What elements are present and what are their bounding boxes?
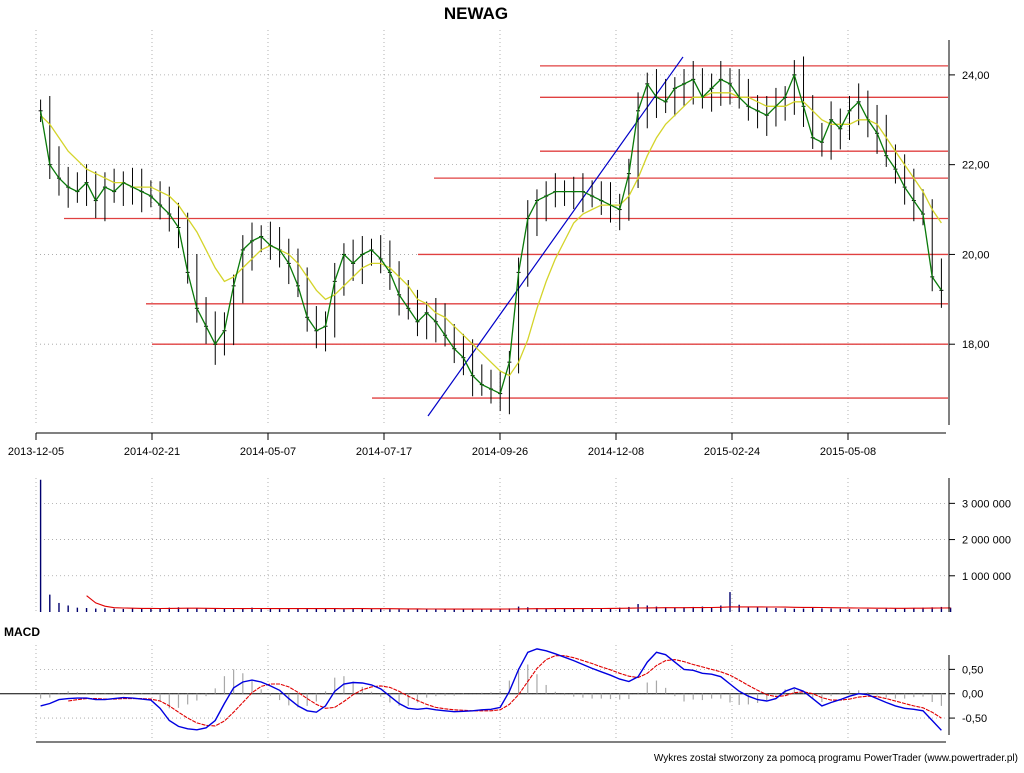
volume-tick-label: 1 000 000 xyxy=(962,571,1011,583)
macd-panel xyxy=(0,648,946,731)
price-tick-label: 24,00 xyxy=(962,70,990,82)
date-tick-label: 2014-09-26 xyxy=(472,446,528,458)
price-panel xyxy=(38,56,948,417)
date-tick-label: 2014-12-08 xyxy=(588,446,644,458)
volume-panel xyxy=(39,479,952,612)
date-tick-label: 2014-07-17 xyxy=(356,446,412,458)
date-tick-label: 2014-02-21 xyxy=(124,446,180,458)
price-tick-label: 20,00 xyxy=(962,249,990,261)
macd-tick-label: 0,50 xyxy=(962,664,983,676)
date-tick-label: 2015-02-24 xyxy=(704,446,760,458)
macd-panel-title: MACD xyxy=(4,625,40,639)
volume-tick-label: 2 000 000 xyxy=(962,535,1011,547)
trend-line xyxy=(427,56,684,417)
date-tick-label: 2015-05-08 xyxy=(820,446,876,458)
date-tick-label: 2013-12-05 xyxy=(8,446,64,458)
macd-line xyxy=(40,648,942,731)
volume-tick-label: 3 000 000 xyxy=(962,498,1011,510)
footer-credit: Wykres został stworzony za pomocą progra… xyxy=(654,753,1018,764)
date-tick-label: 2014-05-07 xyxy=(240,446,296,458)
slow-moving-average-line xyxy=(40,92,942,377)
fast-moving-average-line xyxy=(39,72,942,395)
macd-tick-label: -0,50 xyxy=(962,713,987,725)
price-tick-label: 22,00 xyxy=(962,160,990,172)
macd-tick-label: 0,00 xyxy=(962,689,983,701)
macd-signal-line xyxy=(68,655,942,727)
price-tick-label: 18,00 xyxy=(962,339,990,351)
volume-average-line xyxy=(86,595,951,610)
axes-layer: 18,00 20,00 22,00 24,00 2013-12-05 2014-02-21… xyxy=(8,40,1011,743)
chart-title: NEWAG xyxy=(444,4,508,23)
